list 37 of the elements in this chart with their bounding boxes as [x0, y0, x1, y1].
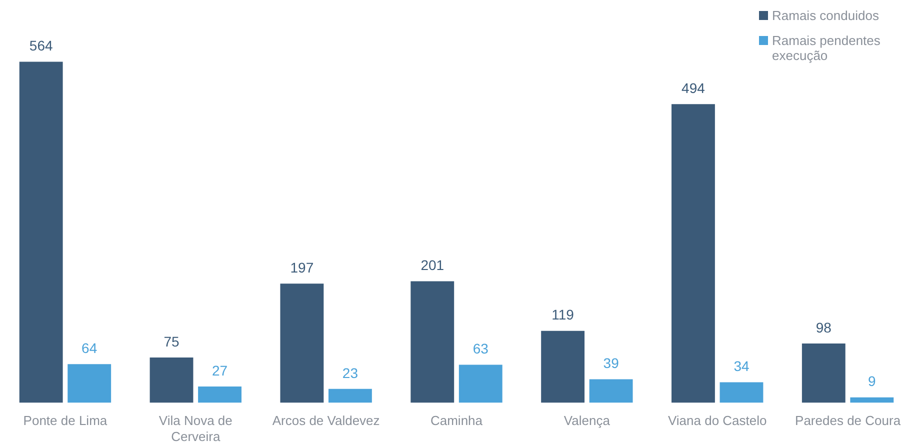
data-label: 98 [816, 319, 832, 336]
legend-label: Ramais conduidos [772, 8, 879, 23]
data-label: 197 [290, 260, 314, 276]
x-tick-label: Viana do Castelo [668, 413, 767, 428]
bar [198, 386, 242, 403]
x-tick-label: Paredes de Coura [795, 413, 902, 428]
legend-label: Ramais pendentes execução [772, 33, 882, 63]
data-label: 27 [212, 362, 228, 378]
data-label: 494 [682, 80, 706, 96]
data-label: 75 [164, 333, 180, 350]
bar [150, 357, 194, 403]
x-tick-label: Arcos de Valdevez [272, 413, 380, 428]
bar [280, 284, 324, 403]
x-tick-label: Valença [564, 413, 611, 428]
data-label: 63 [472, 340, 489, 357]
x-tick-label: Ponte de Lima [23, 413, 108, 428]
x-tick-label: Vila Nova de Cerveira [158, 413, 232, 444]
data-label: 39 [603, 355, 620, 372]
data-label: 119 [552, 306, 574, 323]
x-tick-label: Caminha [430, 413, 484, 428]
data-label: 34 [734, 358, 750, 374]
bar [802, 344, 846, 403]
data-label: 9 [868, 373, 876, 390]
bar [672, 104, 715, 403]
bar [68, 364, 112, 403]
bar [589, 379, 633, 403]
data-label: 64 [82, 340, 98, 356]
bar [410, 281, 454, 403]
bar [720, 382, 764, 403]
data-label: 23 [342, 364, 358, 381]
bar [458, 364, 502, 403]
bar [19, 62, 63, 403]
data-label: 201 [420, 257, 444, 274]
data-label: 564 [29, 38, 53, 54]
bar [328, 388, 372, 403]
bar [850, 397, 894, 403]
bar [541, 330, 585, 403]
